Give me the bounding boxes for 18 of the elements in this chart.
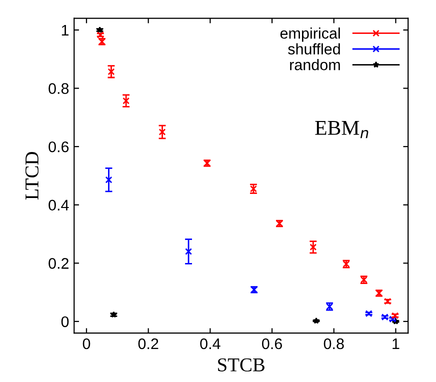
x-tick-label: 0.6 (262, 338, 282, 350)
y-tick-label: 0.4 (48, 200, 69, 211)
annotation: EBM$_{n}$ (315, 121, 368, 138)
y-tick-label: 0.2 (48, 258, 68, 269)
x-tick-label: 1 (392, 338, 400, 350)
legend-label: shuffled (288, 43, 340, 54)
x-tick-label: 0 (82, 338, 90, 350)
x-axis-title: STCB (218, 358, 264, 372)
y-tick-label: 0.8 (48, 83, 69, 94)
y-axis-title: LTCD (25, 152, 39, 200)
x-tick-label: 0.4 (200, 338, 220, 350)
x-tick-label: 0.8 (324, 338, 344, 350)
y-tick-label: 1 (62, 25, 69, 36)
x-tick-label: 0.2 (138, 338, 158, 350)
y-tick-label: 0 (61, 316, 69, 328)
y-tick-label: 0.6 (48, 141, 69, 152)
legend-label: random (290, 59, 340, 70)
legend-label: empirical (280, 28, 340, 42)
